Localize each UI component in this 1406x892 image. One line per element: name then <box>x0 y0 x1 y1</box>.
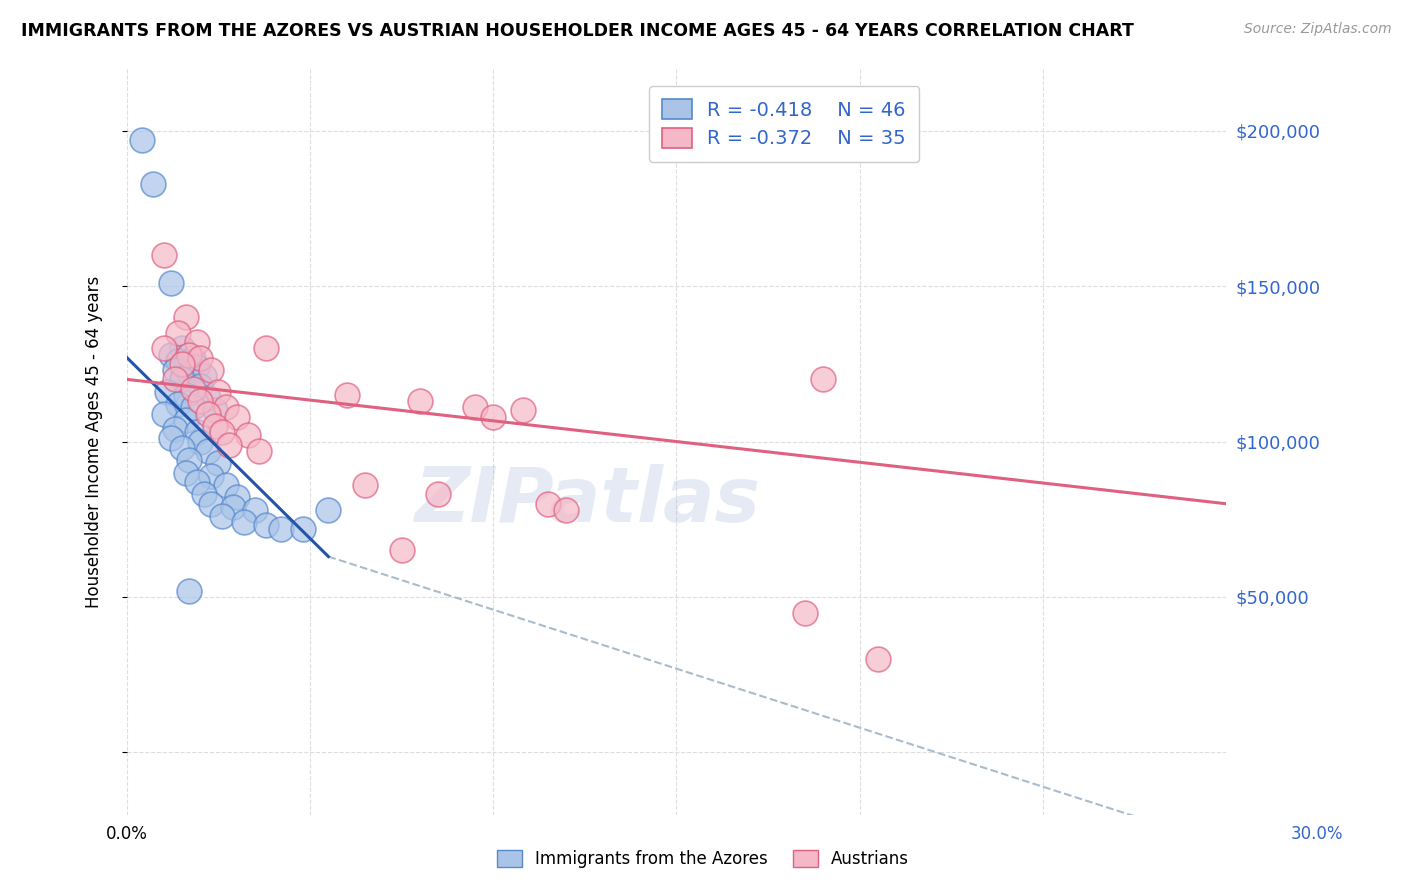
Point <box>243 503 266 517</box>
Point <box>391 543 413 558</box>
Point <box>152 407 174 421</box>
Point <box>197 391 219 405</box>
Point <box>163 363 186 377</box>
Point <box>236 428 259 442</box>
Point <box>218 437 240 451</box>
Point <box>211 509 233 524</box>
Point <box>197 443 219 458</box>
Point <box>186 475 208 489</box>
Point <box>247 443 270 458</box>
Point <box>142 177 165 191</box>
Point <box>131 133 153 147</box>
Point <box>160 347 183 361</box>
Point <box>181 382 204 396</box>
Y-axis label: Householder Income Ages 45 - 64 years: Householder Income Ages 45 - 64 years <box>86 276 103 607</box>
Point <box>181 401 204 415</box>
Point <box>174 413 197 427</box>
Point <box>225 491 247 505</box>
Point <box>167 326 190 340</box>
Point <box>215 401 238 415</box>
Point <box>179 366 201 380</box>
Point <box>811 372 834 386</box>
Point <box>170 372 193 386</box>
Point <box>174 357 197 371</box>
Point <box>170 357 193 371</box>
Point <box>163 422 186 436</box>
Legend: Immigrants from the Azores, Austrians: Immigrants from the Azores, Austrians <box>491 843 915 875</box>
Point <box>188 378 211 392</box>
Point <box>537 497 560 511</box>
Point <box>254 518 277 533</box>
Point <box>156 384 179 399</box>
Point <box>512 403 534 417</box>
Point <box>207 384 229 399</box>
Point <box>204 403 226 417</box>
Point <box>170 341 193 355</box>
Text: 30.0%: 30.0% <box>1291 825 1343 843</box>
Point <box>174 388 197 402</box>
Point <box>215 478 238 492</box>
Point <box>179 583 201 598</box>
Text: 0.0%: 0.0% <box>105 825 148 843</box>
Point <box>200 468 222 483</box>
Point <box>181 351 204 365</box>
Point <box>555 503 578 517</box>
Point <box>152 248 174 262</box>
Point <box>160 276 183 290</box>
Point <box>793 606 815 620</box>
Point <box>354 478 377 492</box>
Legend: R = -0.418    N = 46, R = -0.372    N = 35: R = -0.418 N = 46, R = -0.372 N = 35 <box>648 86 920 161</box>
Point <box>174 466 197 480</box>
Point <box>197 407 219 421</box>
Point <box>318 503 340 517</box>
Point <box>186 425 208 440</box>
Point <box>188 351 211 365</box>
Point <box>427 487 450 501</box>
Point <box>193 487 215 501</box>
Point <box>207 456 229 470</box>
Point <box>167 353 190 368</box>
Point <box>866 652 889 666</box>
Point <box>233 516 256 530</box>
Point <box>200 363 222 377</box>
Point <box>291 522 314 536</box>
Point <box>179 347 201 361</box>
Point <box>174 310 197 325</box>
Point <box>204 419 226 434</box>
Point <box>152 341 174 355</box>
Point <box>179 453 201 467</box>
Point <box>211 425 233 440</box>
Point <box>464 401 486 415</box>
Point <box>200 497 222 511</box>
Point <box>160 432 183 446</box>
Point <box>222 500 245 514</box>
Point <box>188 394 211 409</box>
Point <box>225 409 247 424</box>
Point <box>167 397 190 411</box>
Point <box>336 388 359 402</box>
Point <box>409 394 432 409</box>
Point <box>254 341 277 355</box>
Point <box>193 369 215 384</box>
Text: IMMIGRANTS FROM THE AZORES VS AUSTRIAN HOUSEHOLDER INCOME AGES 45 - 64 YEARS COR: IMMIGRANTS FROM THE AZORES VS AUSTRIAN H… <box>21 22 1135 40</box>
Text: Source: ZipAtlas.com: Source: ZipAtlas.com <box>1244 22 1392 37</box>
Point <box>270 522 292 536</box>
Point <box>186 359 208 374</box>
Point <box>170 441 193 455</box>
Text: ZIPatlas: ZIPatlas <box>415 464 762 538</box>
Point <box>163 372 186 386</box>
Point <box>188 434 211 449</box>
Point <box>186 334 208 349</box>
Point <box>482 409 505 424</box>
